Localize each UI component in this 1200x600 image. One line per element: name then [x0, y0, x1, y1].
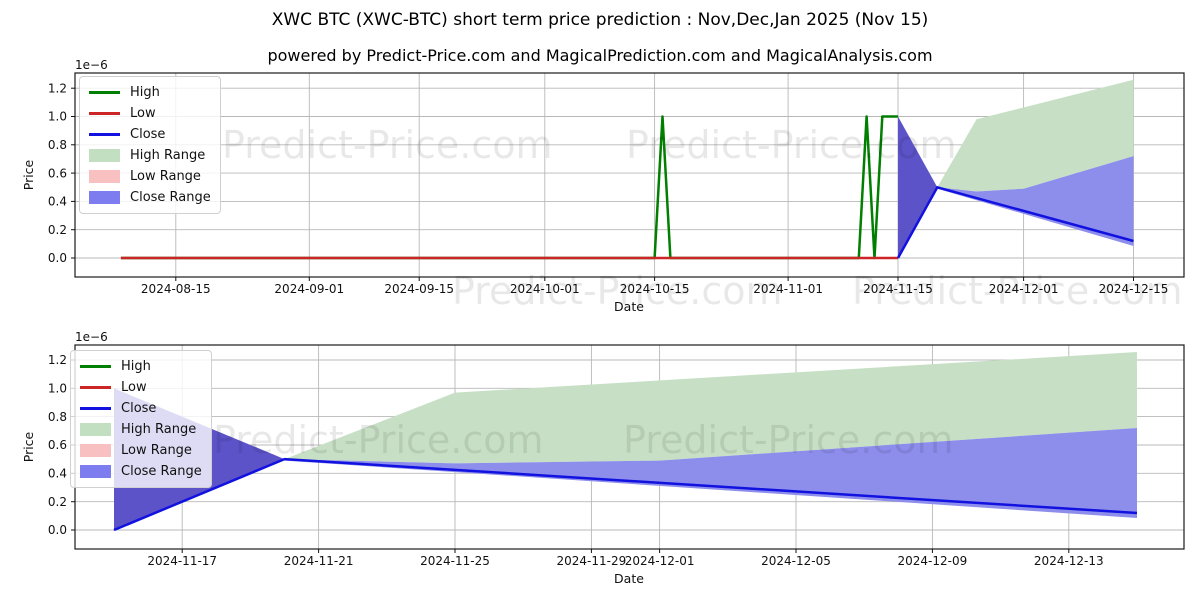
legend-line-swatch — [89, 91, 120, 94]
x-tick-label: 2024-09-15 — [384, 282, 454, 296]
legend-top: High Low Close High Range Low Range Clos… — [79, 76, 221, 214]
legend-row: Low — [80, 377, 202, 398]
figure-title: XWC BTC (XWC-BTC) short term price predi… — [271, 10, 929, 30]
legend-row: High — [89, 82, 211, 103]
y-tick-label: 0.4 — [48, 195, 67, 209]
x-tick-label: 2024-11-15 — [863, 282, 933, 296]
legend-label: Close — [121, 401, 157, 416]
legend-line-swatch — [80, 407, 111, 410]
legend-row: Low — [89, 103, 211, 124]
x-tick-label: 2024-11-17 — [147, 554, 217, 568]
x-axis-label-top: Date — [614, 299, 644, 314]
legend-row: High — [80, 356, 202, 377]
watermark: Predict-Price.com — [222, 123, 553, 167]
legend-label: High — [121, 359, 151, 374]
legend-label: Close Range — [130, 190, 211, 205]
legend-patch-swatch — [89, 170, 120, 183]
y-tick-label: 0.2 — [48, 223, 67, 237]
watermark: Predict-Price.com — [452, 269, 783, 313]
legend-patch-swatch — [89, 149, 120, 162]
legend-label: Close Range — [121, 464, 202, 479]
band-close-range — [284, 428, 1137, 518]
legend-label: Low Range — [130, 169, 201, 184]
legend-row: Low Range — [80, 440, 202, 461]
x-tick-label: 2024-10-15 — [620, 282, 690, 296]
y-tick-label: 1.0 — [48, 110, 67, 124]
legend-row: Close Range — [89, 187, 211, 208]
legend-row: Close — [80, 398, 202, 419]
plot-border — [74, 72, 1185, 278]
legend-line-swatch — [80, 386, 111, 389]
x-tick-label: 2024-11-29 — [557, 554, 627, 568]
band-close-range — [937, 156, 1134, 246]
scale-offset-top: 1e−6 — [75, 58, 108, 72]
watermark: Predict-Price.com — [213, 418, 544, 462]
legend-row: Close Range — [80, 461, 202, 482]
y-tick-label: 0.0 — [48, 251, 67, 265]
legend-label: High Range — [130, 148, 206, 163]
x-tick-label: 2024-12-05 — [761, 554, 831, 568]
polygon-close-range-convergence — [898, 116, 938, 258]
chart-top: 2024-08-15 2024-09-01 2024-09-15 2024-10-01… — [48, 72, 1185, 296]
watermark: Predict-Price.com — [852, 269, 1183, 313]
y-tick-label: 0.6 — [48, 166, 67, 180]
legend-label: Low Range — [121, 443, 192, 458]
watermark: Predict-Price.com — [623, 418, 954, 462]
legend-patch-swatch — [80, 423, 111, 436]
x-tick-label: 2024-12-01 — [625, 554, 695, 568]
legend-label: Close — [130, 127, 166, 142]
y-axis-label-top: Price — [21, 159, 36, 190]
x-tick-label: 2024-12-09 — [898, 554, 968, 568]
x-tick-label: 2024-12-13 — [1034, 554, 1104, 568]
y-tick-label: 0.2 — [48, 495, 67, 509]
band-high-range — [937, 79, 1134, 192]
legend-label: Low — [121, 380, 147, 395]
y-tick-label: 0.0 — [48, 523, 67, 537]
x-tick-label: 2024-11-01 — [753, 282, 823, 296]
legend-patch-swatch — [89, 191, 120, 204]
legend-patch-swatch — [80, 465, 111, 478]
legend-label: High Range — [121, 422, 197, 437]
legend-line-swatch — [80, 365, 111, 368]
series-close-line — [113, 457, 1138, 532]
legend-line-swatch — [89, 112, 120, 115]
legend-row: High Range — [89, 145, 211, 166]
series-close-line — [896, 186, 1134, 259]
legend-label: Low — [130, 106, 156, 121]
legend-patch-swatch — [80, 444, 111, 457]
legend-row: Low Range — [89, 166, 211, 187]
legend-row: High Range — [80, 419, 202, 440]
legend-row: Close — [89, 124, 211, 145]
x-tick-label: 2024-09-01 — [274, 282, 344, 296]
x-tick-label: 2024-11-21 — [284, 554, 354, 568]
y-tick-label: 0.8 — [48, 138, 67, 152]
y-tick-label: 1.2 — [48, 353, 67, 367]
legend-label: High — [130, 85, 160, 100]
figure-subtitle: powered by Predict-Price.com and Magical… — [267, 46, 933, 65]
y-tick-label: 0.4 — [48, 467, 67, 481]
scale-offset-bottom: 1e−6 — [75, 330, 108, 344]
y-axis-label-bottom: Price — [21, 431, 36, 462]
x-tick-label: 2024-12-01 — [989, 282, 1059, 296]
y-tick-label: 0.8 — [48, 410, 67, 424]
y-tick-label: 1.2 — [48, 81, 67, 95]
x-tick-label: 2024-12-15 — [1099, 282, 1169, 296]
x-axis-label-bottom: Date — [614, 571, 644, 586]
x-tick-label: 2024-08-15 — [141, 282, 211, 296]
y-tick-label: 1.0 — [48, 382, 67, 396]
legend-line-swatch — [89, 133, 120, 136]
y-tick-label: 0.6 — [48, 438, 67, 452]
band-high-range — [284, 352, 1137, 464]
watermark: Predict-Price.com — [626, 123, 957, 167]
legend-bottom: High Low Close High Range Low Range Clos… — [70, 350, 212, 488]
x-tick-label: 2024-11-25 — [420, 554, 490, 568]
x-tick-label: 2024-10-01 — [510, 282, 580, 296]
